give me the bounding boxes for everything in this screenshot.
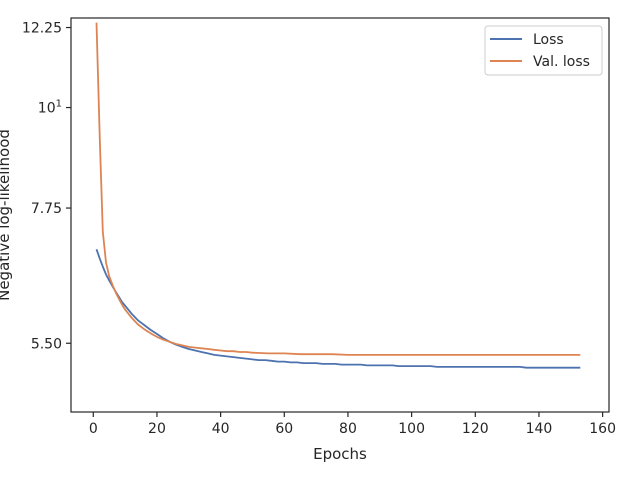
x-tick-label: 160: [589, 421, 616, 437]
x-tick-label: 120: [462, 421, 489, 437]
series-line-val-loss: [95, 22, 581, 356]
series-lines: [95, 22, 581, 369]
x-tick-label: 0: [89, 421, 98, 437]
y-axis-label: Negative log-likelihood: [0, 129, 13, 301]
y-tick-label: 101: [38, 99, 62, 117]
x-tick-label: 100: [398, 421, 425, 437]
x-tick-label: 60: [275, 421, 293, 437]
legend: Loss Val. loss: [484, 25, 603, 76]
y-tick-label: 12.25: [22, 21, 62, 37]
x-tick-label: 80: [339, 421, 357, 437]
plot-area: [70, 17, 610, 413]
legend-label-loss: Loss: [533, 32, 564, 48]
plot-frame: [70, 17, 610, 413]
x-tick-label: 140: [526, 421, 553, 437]
legend-label-val-loss: Val. loss: [533, 54, 590, 70]
series-line-loss: [95, 249, 581, 369]
y-tick-label: 5.50: [31, 336, 62, 352]
x-tick-label: 40: [212, 421, 230, 437]
x-axis-ticks: 0 20 40 60 80 100 120 140 160: [89, 412, 616, 437]
y-tick-label: 7.75: [31, 201, 62, 217]
y-tick-exponent: 1: [56, 99, 62, 110]
x-axis-label: Epochs: [313, 445, 367, 463]
x-tick-label: 20: [148, 421, 166, 437]
y-axis-ticks: 5.50 7.75 101 12.25: [22, 21, 71, 352]
